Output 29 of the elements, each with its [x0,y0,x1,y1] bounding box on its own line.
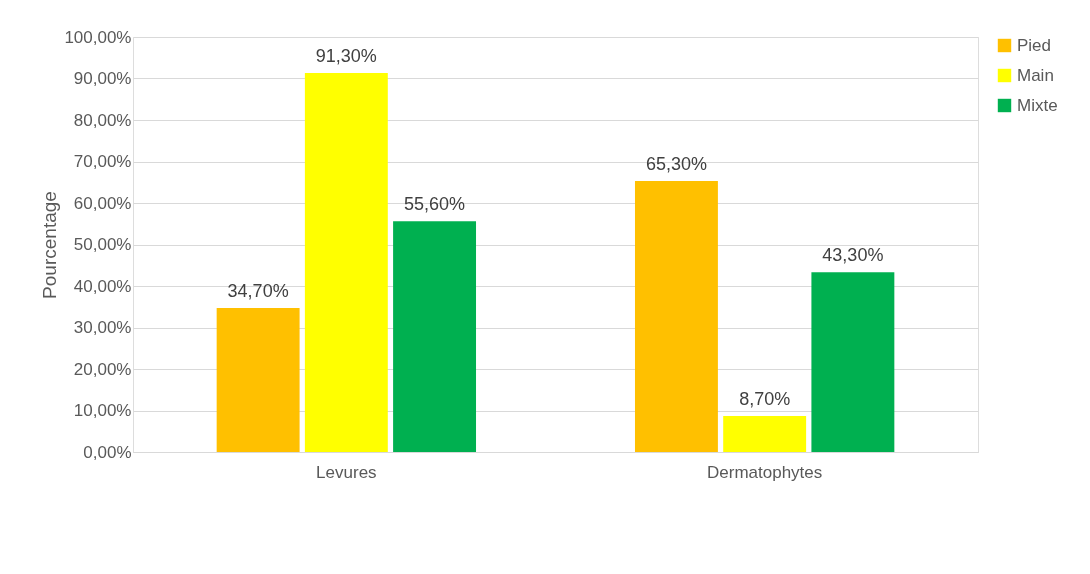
y-tick-label: 30,00% [73,318,132,337]
y-tick-label: 70,00% [73,152,132,171]
x-tick-label: Levures [316,462,377,482]
y-tick-label: 90,00% [73,69,132,88]
data-label: 43,30% [822,245,884,266]
bar [393,221,477,452]
y-tick-label: 20,00% [73,359,132,379]
legend-label: Main [1017,65,1054,85]
bar [723,415,807,452]
data-label: 34,70% [227,280,289,301]
legend-label: Pied [1017,35,1052,55]
bar [811,272,895,452]
data-label: 8,70% [739,388,791,409]
bar [634,181,718,452]
y-tick-label: 100,00% [64,27,132,47]
y-tick-label: 40,00% [73,276,132,296]
bar [304,73,388,452]
bar [216,308,300,452]
y-tick-label: 50,00% [73,235,132,254]
y-tick-label: 80,00% [73,110,132,130]
y-tick-label: 10,00% [73,401,132,420]
y-axis-title: Pourcentage [39,191,61,299]
legend-label: Mixte [1017,95,1058,115]
data-label: 55,60% [404,194,466,215]
y-tick-label: 60,00% [73,193,132,213]
data-label: 91,30% [315,46,377,67]
x-tick-label: Dermatophytes [707,462,823,482]
data-label: 65,30% [645,154,707,175]
y-tick-label: 0,00% [83,442,132,462]
